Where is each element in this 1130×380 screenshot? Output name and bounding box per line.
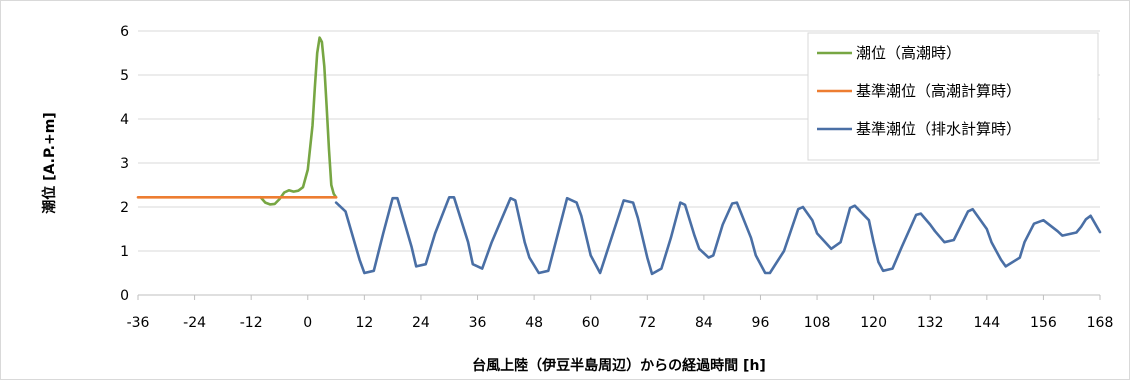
x-tick-label: 72 <box>638 315 656 331</box>
x-tick-label: -36 <box>127 315 150 331</box>
legend-label-1: 潮位（高潮時） <box>856 44 961 62</box>
y-axis-title: 潮位 [A.P.+m] <box>41 112 58 213</box>
x-tick-label: 84 <box>695 315 713 331</box>
x-axis-title: 台風上陸（伊豆半島周辺）からの経過時間 [h] <box>472 357 766 374</box>
x-tick-label: 120 <box>860 315 887 331</box>
axes <box>137 294 1101 300</box>
x-tick-label: 96 <box>752 315 770 331</box>
x-tick-label: 144 <box>973 315 1000 331</box>
x-axis-ticks: -36 -24 -12 0 12 24 36 48 60 72 84 96 108 120 132 144 15… <box>127 315 1114 331</box>
y-tick-label: 3 <box>120 156 129 172</box>
legend-label-2: 基準潮位（高潮計算時） <box>856 82 1021 100</box>
x-tick-label: 132 <box>917 315 944 331</box>
series-line-1 <box>259 36 338 206</box>
x-tick-label: 48 <box>525 315 543 331</box>
x-tick-label: -12 <box>240 315 263 331</box>
legend-box <box>807 32 1099 161</box>
series-line-3 <box>334 196 1102 276</box>
x-tick-label: 0 <box>303 315 312 331</box>
legend-label-3: 基準潮位（排水計算時） <box>856 120 1021 138</box>
y-tick-label: 4 <box>120 112 129 128</box>
x-tick-label: 108 <box>804 315 831 331</box>
y-tick-label: 0 <box>120 288 129 304</box>
series-lines <box>136 36 1102 276</box>
x-tick-label: 36 <box>469 315 487 331</box>
y-axis-ticks: 0 1 2 3 4 5 6 <box>120 24 129 304</box>
x-tick-label: 60 <box>582 315 600 331</box>
x-tick-label: 168 <box>1087 315 1114 331</box>
y-tick-label: 6 <box>120 24 129 40</box>
y-tick-label: 1 <box>120 244 129 260</box>
x-tick-label: 12 <box>355 315 373 331</box>
x-tick-label: 24 <box>412 315 430 331</box>
x-tick-label: 156 <box>1030 315 1057 331</box>
y-tick-label: 2 <box>120 200 129 216</box>
y-tick-label: 5 <box>120 68 129 84</box>
x-tick-label: -24 <box>183 315 206 331</box>
gridlines <box>138 30 1100 252</box>
legend: 潮位（高潮時） 基準潮位（高潮計算時） 基準潮位（排水計算時） <box>807 32 1099 161</box>
